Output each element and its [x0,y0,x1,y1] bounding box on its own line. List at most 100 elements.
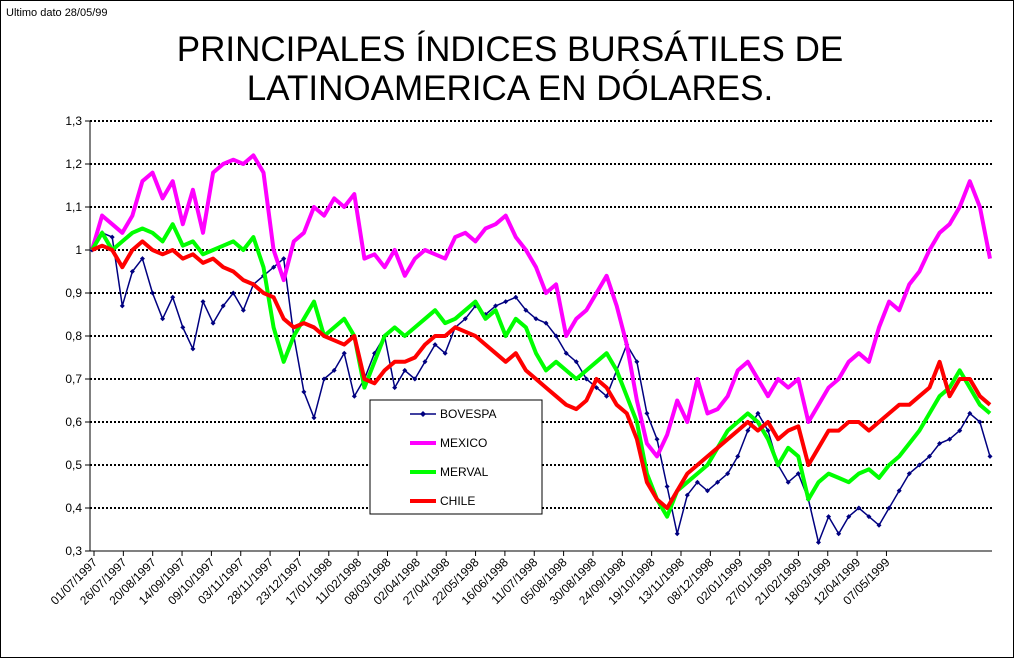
data-point [785,479,791,485]
data-point [139,256,145,262]
data-point [836,531,842,537]
data-point [684,492,690,498]
series-line-bovespa [91,232,991,544]
data-point [866,514,872,520]
data-point [704,488,710,494]
y-tick-label: 0,4 [65,501,82,515]
data-point [432,342,438,348]
data-point [220,303,226,309]
legend-label-merval: MERVAL [440,465,489,479]
series-lines [89,153,993,545]
chart-title-line-2: LATINOAMERICA EN DÓLARES. [246,69,774,108]
data-point [533,316,539,322]
y-axis: 0,3 0,4 0,5 0,6 0,7 0,8 0,9 1 1,1 1,2 1,3 [65,114,91,558]
series-line-mexico [90,153,992,459]
data-point [230,290,236,296]
data-point [977,419,983,425]
data-point [896,488,902,494]
data-point [916,462,922,468]
legend-label-bovespa: BOVESPA [440,407,496,421]
data-point [715,479,721,485]
data-point [160,316,166,322]
data-point [967,410,973,416]
data-point [644,410,650,416]
series-line-merval [90,222,992,519]
data-point [240,307,246,313]
data-point [634,359,640,365]
data-point [926,453,932,459]
data-point [503,299,509,305]
data-point [281,256,287,262]
data-point [604,393,610,399]
data-point [856,505,862,511]
y-tick-label: 0,7 [65,372,82,386]
y-tick-label: 1,3 [65,114,82,128]
data-point [755,410,761,416]
series-line-chile [91,239,992,510]
data-point [583,376,589,382]
data-point [846,514,852,520]
data-point [170,294,176,300]
data-point [200,299,206,305]
y-tick-label: 1,2 [65,157,82,171]
data-point [725,471,731,477]
data-point [735,453,741,459]
data-point [331,367,337,373]
data-point [886,505,892,511]
legend: BOVESPA MEXICO MERVAL CHILE [369,399,543,515]
chart-title-line-1: PRINCIPALES ÍNDICES BURSÁTILES DE [176,30,844,69]
data-point [745,428,751,434]
data-point [815,539,821,545]
data-point [987,453,993,459]
data-point [412,376,418,382]
data-point [694,479,700,485]
data-point [947,436,953,442]
y-tick-label: 0,8 [65,329,82,343]
data-point [795,471,801,477]
legend-label-chile: CHILE [440,494,475,508]
data-point [301,389,307,395]
data-point [180,324,186,330]
legend-label-mexico: MEXICO [440,436,487,450]
data-point [937,441,943,446]
data-point [826,514,832,520]
data-point [442,350,448,356]
data-point [674,531,680,537]
data-point [109,234,115,240]
data-point [150,290,156,296]
legend-marker [420,411,426,417]
y-tick-label: 0,9 [65,286,82,300]
data-point [392,385,398,391]
data-point [129,269,135,274]
data-point [210,320,216,326]
data-point [543,320,549,326]
data-point [876,522,882,528]
y-tick-label: 1 [75,243,82,257]
data-point [311,415,317,421]
data-point [957,428,963,434]
legend-box [369,399,543,515]
data-point [402,367,408,373]
data-point [271,264,277,270]
data-point [351,393,357,399]
data-point [462,316,468,322]
data-point [422,359,428,365]
y-tick-label: 0,3 [65,544,82,558]
data-point [341,350,347,356]
x-axis: 01/07/199726/07/199720/08/199714/09/1997… [48,550,992,608]
data-point [654,436,660,442]
data-point [321,376,327,382]
y-tick-label: 0,6 [65,415,82,429]
data-point [190,346,196,352]
y-tick-label: 0,5 [65,458,82,472]
data-point [573,359,579,365]
data-point [664,484,670,489]
last-data-note: Ultimo dato 28/05/99 [6,7,108,19]
data-point [906,471,912,477]
data-point [119,303,125,309]
data-point [513,294,519,300]
y-tick-label: 1,1 [65,200,82,214]
data-point [523,307,529,313]
